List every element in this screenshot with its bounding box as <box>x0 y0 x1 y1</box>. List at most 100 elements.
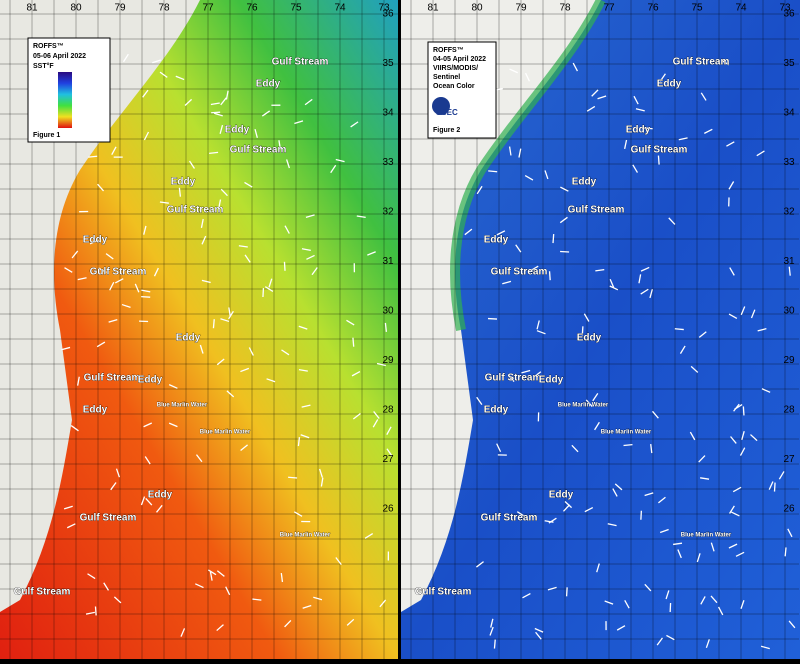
latitude-label: 31 <box>382 256 394 267</box>
logo-text: SSEC <box>436 108 458 117</box>
longitude-label: 79 <box>114 3 126 14</box>
current-arrow <box>743 406 744 415</box>
feature-label: Blue Marlin Water <box>200 430 251 436</box>
longitude-label: 78 <box>559 3 571 14</box>
current-arrow <box>658 156 659 165</box>
feature-label: Gulf Stream <box>568 205 625 216</box>
feature-label: Eddy <box>539 375 564 386</box>
current-arrow <box>288 477 297 478</box>
legend-dates: 05-06 April 2022 <box>33 53 86 60</box>
latitude-label: 29 <box>382 355 394 366</box>
feature-label: Gulf Stream <box>673 57 730 68</box>
feature-label: Gulf Stream <box>90 267 147 278</box>
feature-label: Gulf Stream <box>481 513 538 524</box>
latitude-label: 34 <box>783 108 795 119</box>
legend-product: SST°F <box>33 62 54 70</box>
feature-label: Eddy <box>225 125 250 136</box>
longitude-label: 80 <box>70 3 82 14</box>
longitude-label: 77 <box>202 3 214 14</box>
color-scale <box>58 72 72 128</box>
legend-kind: Ocean Color <box>433 83 475 90</box>
latitude-label: 33 <box>382 157 394 168</box>
feature-label: Blue Marlin Water <box>157 403 208 409</box>
current-arrow <box>88 156 97 157</box>
legend-source: Sentinel <box>433 74 460 81</box>
feature-label: Eddy <box>148 490 173 501</box>
feature-label: Gulf Stream <box>84 373 141 384</box>
feature-label: Blue Marlin Water <box>558 403 609 409</box>
legend-dates: 04-05 April 2022 <box>433 56 486 63</box>
legend-1: ROFFS™ 05-06 April 2022 SST°F Figure 1 <box>28 38 110 142</box>
latitude-label: 28 <box>382 405 394 416</box>
latitude-label: 35 <box>783 58 795 69</box>
legend-figure: Figure 1 <box>33 132 60 139</box>
feature-label: Gulf Stream <box>14 587 71 598</box>
longitude-label: 76 <box>647 3 659 14</box>
latitude-label: 26 <box>382 504 394 515</box>
feature-label: Eddy <box>657 79 682 90</box>
feature-label: Blue Marlin Water <box>601 430 652 436</box>
feature-label: Eddy <box>138 375 163 386</box>
latitude-label: 32 <box>783 207 795 218</box>
feature-label: Eddy <box>549 490 574 501</box>
latitude-label: 36 <box>382 9 394 20</box>
longitude-label: 80 <box>471 3 483 14</box>
feature-label: Eddy <box>484 235 509 246</box>
latitude-label: 32 <box>382 207 394 218</box>
feature-label: Gulf Stream <box>230 145 287 156</box>
longitude-label: 76 <box>246 3 258 14</box>
longitude-label: 74 <box>735 3 747 14</box>
feature-label: Eddy <box>83 405 108 416</box>
feature-label: Gulf Stream <box>415 587 472 598</box>
current-arrow <box>675 329 684 330</box>
latitude-label: 33 <box>783 157 795 168</box>
latitude-label: 30 <box>382 306 394 317</box>
latitude-label: 30 <box>783 306 795 317</box>
current-arrow <box>213 319 214 328</box>
feature-label: Eddy <box>577 333 602 344</box>
legend-figure: Figure 2 <box>433 127 460 134</box>
longitude-label: 75 <box>290 3 302 14</box>
latitude-label: 29 <box>783 355 795 366</box>
feature-label: Eddy <box>171 177 196 188</box>
feature-label: Gulf Stream <box>167 205 224 216</box>
feature-label: Eddy <box>572 177 597 188</box>
feature-label: Eddy <box>484 405 509 416</box>
current-arrow <box>560 251 569 252</box>
longitude-label: 74 <box>334 3 346 14</box>
current-arrow <box>550 271 551 280</box>
current-arrow <box>775 483 776 492</box>
latitude-label: 27 <box>382 454 394 465</box>
feature-label: Eddy <box>256 79 281 90</box>
feature-label: Gulf Stream <box>80 513 137 524</box>
latitude-label: 28 <box>783 405 795 416</box>
longitude-label: 81 <box>26 3 38 14</box>
current-arrow <box>785 547 786 556</box>
current-arrow <box>95 606 96 615</box>
latitude-label: 34 <box>382 108 394 119</box>
feature-label: Gulf Stream <box>272 57 329 68</box>
current-arrow <box>141 297 150 298</box>
latitude-label: 26 <box>783 504 795 515</box>
current-arrow <box>488 319 497 320</box>
latitude-label: 27 <box>783 454 795 465</box>
current-arrow <box>284 262 285 271</box>
longitude-label: 78 <box>158 3 170 14</box>
current-arrow <box>353 338 354 347</box>
current-arrow <box>567 587 568 596</box>
feature-label: Gulf Stream <box>631 145 688 156</box>
feature-label: Eddy <box>83 235 108 246</box>
feature-label: Eddy <box>626 125 651 136</box>
latitude-label: 35 <box>382 58 394 69</box>
longitude-label: 75 <box>691 3 703 14</box>
longitude-label: 77 <box>603 3 615 14</box>
current-arrow <box>553 234 554 243</box>
feature-label: Gulf Stream <box>491 267 548 278</box>
legend-brand: ROFFS™ <box>33 43 64 50</box>
latitude-label: 31 <box>783 256 795 267</box>
current-arrow <box>488 171 497 172</box>
current-arrow <box>624 445 633 446</box>
legend-brand: ROFFS™ <box>433 47 464 54</box>
legend-2: ROFFS™ 04-05 April 2022 VIIRS/MODIS/ Sen… <box>428 42 496 138</box>
